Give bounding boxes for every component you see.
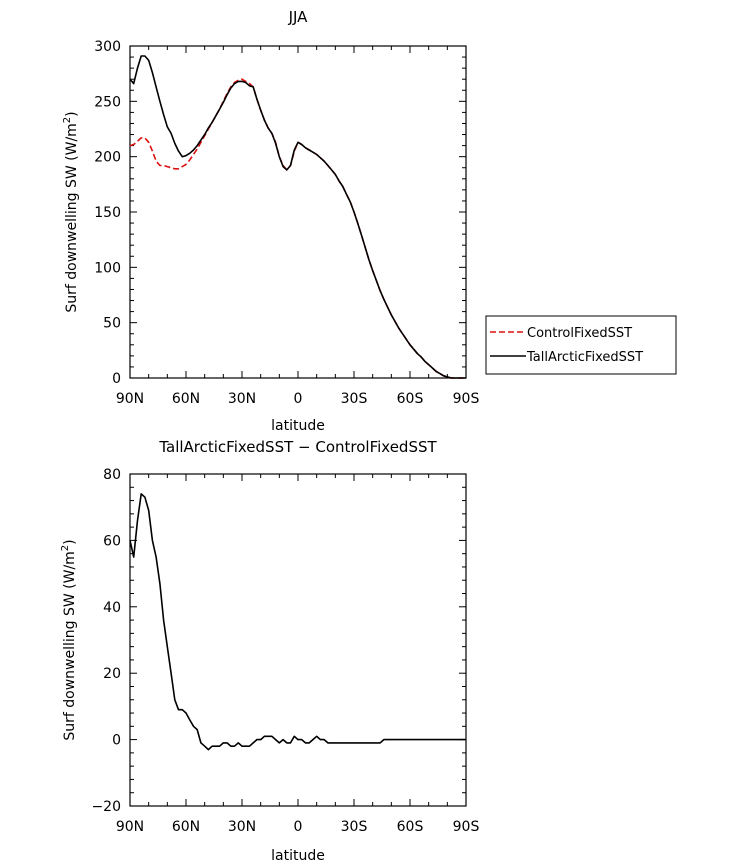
chart-title: TallArcticFixedSST − ControlFixedSST: [158, 438, 437, 456]
x-tick-label: 60N: [172, 391, 200, 407]
y-tick-label: 60: [103, 533, 121, 549]
y-axis-label-main: Surf downwelling SW (W/m: [62, 551, 78, 740]
legend-box: [485, 315, 677, 375]
x-tick-label: 30N: [228, 391, 256, 407]
y-axis-label: Surf downwelling SW (W/m2): [62, 111, 80, 312]
y-axis-label-end: ): [64, 111, 80, 116]
plot-frame: [129, 473, 467, 807]
legend: ControlFixedSST TallArcticFixedSST: [485, 315, 677, 375]
x-tick-label: 60S: [397, 819, 424, 835]
y-axis-label-superscript: 2: [62, 117, 73, 123]
y-tick-label: 80: [103, 467, 121, 483]
y-tick-label: 20: [103, 666, 121, 682]
x-tick-label: 90S: [453, 819, 480, 835]
x-tick-label: 30N: [228, 819, 256, 835]
series-line-1: [129, 493, 466, 751]
x-axis-label: latitude: [271, 418, 325, 434]
y-tick-label: −20: [91, 799, 121, 815]
y-tick-label: 40: [103, 600, 121, 616]
x-tick-label: 90N: [116, 391, 144, 407]
y-tick-label: 0: [112, 371, 121, 387]
chart-2: TallArcticFixedSST − ControlFixedSST 90N 6…: [60, 438, 479, 864]
x-tick-label: 60S: [397, 391, 424, 407]
y-axis-label-end: ): [62, 539, 78, 544]
x-tick-label: 0: [294, 819, 303, 835]
y-tick-label: 100: [94, 260, 121, 276]
chart-1: JJA 90N 60N 30N 0 30S 60S 90S 0 50 100 150 200 250 300…: [62, 8, 677, 434]
y-tick-label: 200: [94, 150, 121, 166]
x-tick-label: 30S: [341, 819, 368, 835]
y-axis-label: Surf downwelling SW (W/m2): [60, 539, 78, 740]
y-axis-label-main: Surf downwelling SW (W/m: [64, 123, 80, 312]
series-line-2: [129, 55, 466, 379]
x-axis-label: latitude: [271, 848, 325, 864]
plot-frame: [129, 45, 467, 379]
x-tick-label: 0: [294, 391, 303, 407]
y-axis-label-superscript: 2: [60, 545, 71, 551]
legend-label: ControlFixedSST: [527, 326, 632, 341]
x-tick-label: 90S: [453, 391, 480, 407]
x-tick-label: 60N: [172, 819, 200, 835]
legend-label: TallArcticFixedSST: [526, 350, 643, 365]
series-line-1: [129, 78, 466, 379]
y-tick-label: 150: [94, 205, 121, 221]
y-tick-label: 50: [103, 316, 121, 332]
y-tick-label: 250: [94, 94, 121, 110]
y-tick-label: 0: [112, 733, 121, 749]
chart-title: JJA: [288, 8, 309, 26]
y-tick-label: 300: [94, 39, 121, 55]
x-tick-label: 90N: [116, 819, 144, 835]
x-tick-label: 30S: [341, 391, 368, 407]
